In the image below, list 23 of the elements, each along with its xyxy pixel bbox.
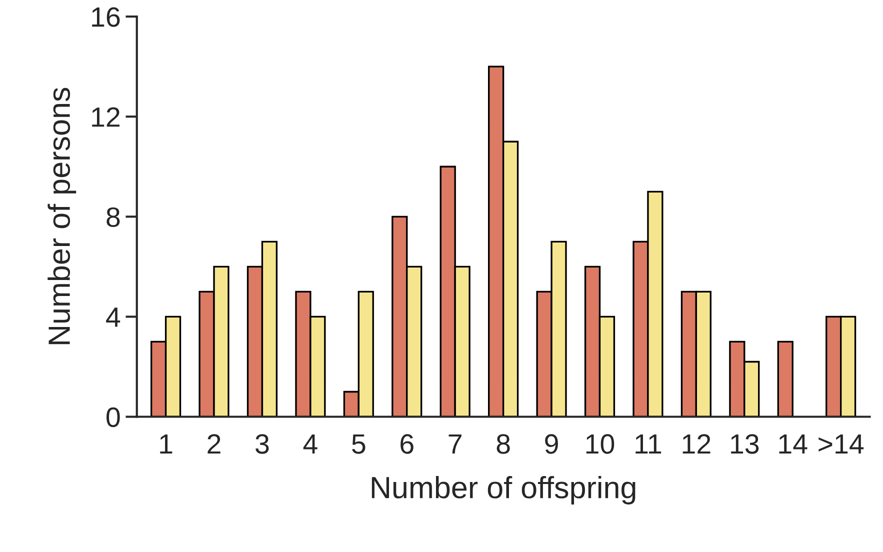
y-tick-label: 8 — [106, 207, 120, 227]
x-axis-title: Number of offspring — [372, 476, 636, 504]
x-tick-label: 14 — [779, 434, 808, 454]
x-tick-label: 9 — [545, 434, 558, 454]
x-tick-label: >14 — [818, 434, 864, 454]
y-tick-label: 0 — [106, 407, 120, 428]
x-tick-label: 11 — [636, 434, 662, 454]
x-tick-label: 3 — [256, 434, 269, 454]
x-tick-label: 2 — [208, 434, 220, 454]
x-tick-label: 4 — [303, 434, 318, 454]
x-tick-label: 5 — [352, 434, 366, 454]
x-tick-label: 12 — [682, 434, 710, 454]
x-tick-label: 13 — [731, 434, 759, 454]
x-tick-label: 6 — [400, 434, 414, 454]
y-tick-label: 16 — [92, 7, 120, 27]
y-tick-label: 12 — [92, 107, 120, 127]
x-tick-label: 1 — [160, 434, 172, 454]
x-tick-label: 8 — [496, 434, 510, 454]
bar — [777, 340, 794, 417]
y-tick-label: 4 — [106, 308, 120, 327]
x-tick-label: 10 — [586, 434, 614, 454]
x-tick-label: 7 — [448, 434, 462, 454]
y-axis-title: Number of persons — [48, 88, 76, 344]
